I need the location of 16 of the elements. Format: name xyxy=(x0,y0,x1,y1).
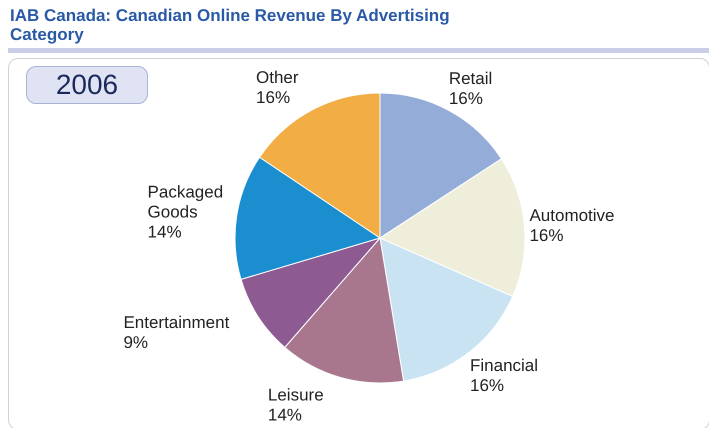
data-label: 16% xyxy=(448,88,483,108)
data-label: 9% xyxy=(123,333,148,352)
chart-subtitle: 2006 xyxy=(26,66,148,104)
slice-label: Packaged Goods xyxy=(148,182,224,222)
slice-label: Other xyxy=(256,68,299,88)
data-label: 14% xyxy=(268,405,302,424)
slice-label: Retail xyxy=(448,68,492,88)
slice-label: Automotive xyxy=(529,206,615,225)
slice-label: Entertainment xyxy=(123,313,230,332)
data-label: 14% xyxy=(148,222,182,242)
data-label: 16% xyxy=(256,88,290,108)
slice-label: Financial xyxy=(470,356,538,375)
slice-label: Leisure xyxy=(268,385,324,404)
data-label: 16% xyxy=(529,226,564,245)
data-label: 16% xyxy=(470,376,504,395)
chart-title: IAB Canada: Canadian Online Revenue By Advertising Category xyxy=(10,6,451,44)
